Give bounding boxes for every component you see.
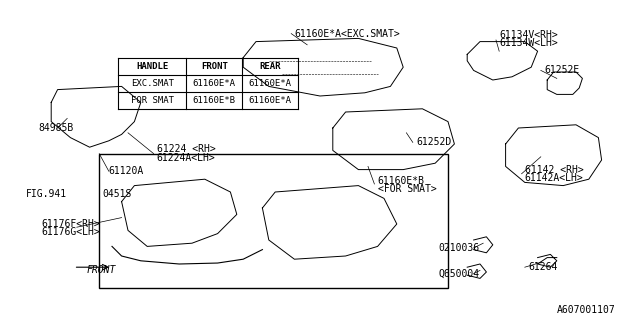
Text: 61224 <RH>: 61224 <RH> [157, 144, 216, 154]
Text: <FOR SMAT>: <FOR SMAT> [378, 184, 436, 194]
Text: FRONT: FRONT [86, 265, 116, 276]
Text: 84985B: 84985B [38, 123, 74, 133]
Bar [99, 154, 448, 288]
Text: 61134W<LH>: 61134W<LH> [499, 38, 558, 48]
Text: 61160E*B: 61160E*B [193, 96, 236, 105]
Text: HANDLE: HANDLE [136, 62, 168, 71]
Text: FOR SMAT: FOR SMAT [131, 96, 174, 105]
Text: REAR: REAR [259, 62, 280, 71]
Text: 61176F<RH>: 61176F<RH> [42, 219, 100, 229]
Text: EXC.SMAT: EXC.SMAT [131, 79, 174, 88]
Text: FRONT: FRONT [201, 62, 228, 71]
Text: 61160E*A: 61160E*A [193, 79, 236, 88]
Text: 0210036: 0210036 [438, 243, 479, 253]
Text: 61134V<RH>: 61134V<RH> [499, 30, 558, 40]
Text: 61252E: 61252E [544, 65, 579, 76]
Text: 61160E*A<EXC.SMAT>: 61160E*A<EXC.SMAT> [294, 28, 400, 39]
Text: 61252D: 61252D [416, 137, 451, 148]
Text: 61142A<LH>: 61142A<LH> [525, 172, 584, 183]
Text: 61160E*A: 61160E*A [248, 79, 291, 88]
Text: 61142 <RH>: 61142 <RH> [525, 164, 584, 175]
Text: A607001107: A607001107 [557, 305, 616, 316]
Text: 61224A<LH>: 61224A<LH> [157, 153, 216, 164]
Text: Q650004: Q650004 [438, 268, 479, 279]
Text: 0451S: 0451S [102, 188, 132, 199]
Text: 61264: 61264 [528, 262, 557, 272]
Text: FIG.941: FIG.941 [26, 188, 67, 199]
Text: 61120A: 61120A [109, 166, 144, 176]
Text: 61176G<LH>: 61176G<LH> [42, 227, 100, 237]
Text: 61160E*A: 61160E*A [248, 96, 291, 105]
Text: 61160E*B: 61160E*B [378, 176, 424, 186]
